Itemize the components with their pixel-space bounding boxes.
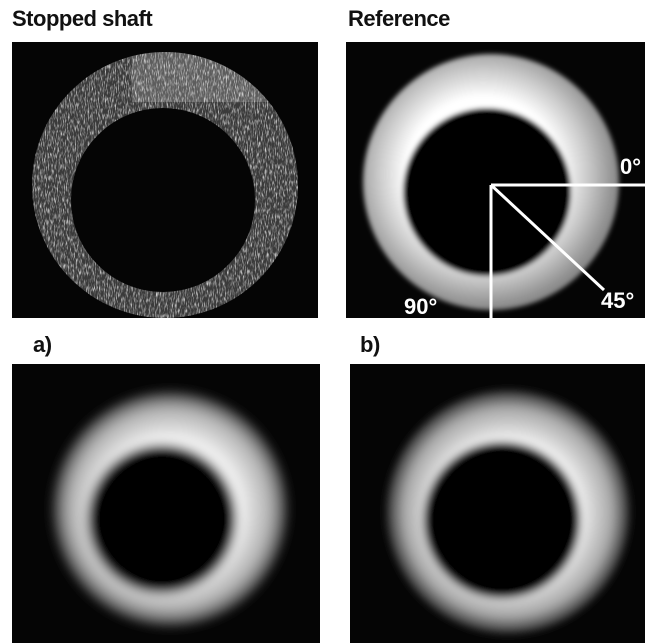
result-a-ring (52, 391, 288, 627)
angle-90-label: 90° (404, 294, 437, 318)
reference-ring: 0° 45° 90° (363, 54, 645, 318)
reference-image: 0° 45° 90° (346, 42, 645, 318)
stopped-shaft-image (12, 42, 318, 318)
angle-45-label: 45° (601, 288, 634, 313)
panel-label-b: b) (360, 332, 380, 357)
panel-title-reference: Reference (348, 6, 450, 31)
fortyfive-degree-line (489, 183, 606, 292)
panel-title-stopped-shaft: Stopped shaft (12, 6, 153, 31)
angle-0-label: 0° (620, 154, 641, 179)
result-a-image (12, 364, 320, 643)
result-b-image (350, 364, 645, 643)
result-b-ring (386, 390, 630, 634)
stopped-shaft-ring (12, 42, 318, 318)
panel-label-a: a) (33, 332, 52, 357)
